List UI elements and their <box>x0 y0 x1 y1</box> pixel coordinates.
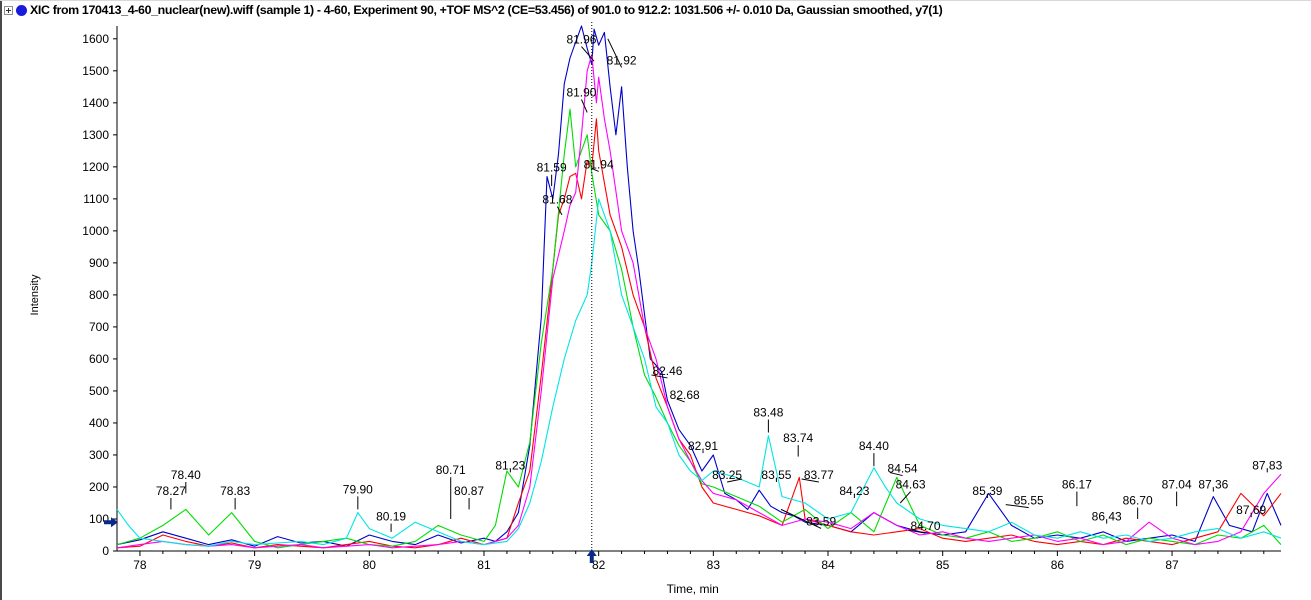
x-tick-label: 83 <box>707 558 721 572</box>
y-tick-label: 1600 <box>82 32 109 46</box>
peak-label: 82.46 <box>652 364 682 378</box>
y-tick-label: 600 <box>89 352 109 366</box>
peak-label: 84.23 <box>839 484 869 498</box>
peak-label: 86.43 <box>1092 510 1122 524</box>
y-tick-label: 1000 <box>82 224 109 238</box>
peak-label: 87.69 <box>1236 503 1266 517</box>
peak-label: 84.54 <box>888 462 918 476</box>
peak-label: 84.70 <box>910 519 940 533</box>
series-line-2 <box>117 119 1281 548</box>
peak-label: 87.36 <box>1198 478 1228 492</box>
x-tick-label: 82 <box>592 558 606 572</box>
y-axis-label: Intensity <box>29 274 41 315</box>
peak-label: 83.74 <box>783 431 813 445</box>
x-tick-label: 84 <box>821 558 835 572</box>
x-tick-label: 79 <box>248 558 262 572</box>
peak-label: 87.83 <box>1252 458 1282 472</box>
peak-label: 84.40 <box>859 439 889 453</box>
peak-label: 85.39 <box>972 484 1002 498</box>
peak-label: 82.91 <box>688 439 718 453</box>
peak-label: 80.71 <box>436 463 466 477</box>
y-tick-label: 1400 <box>82 96 109 110</box>
peak-label: 80.19 <box>376 510 406 524</box>
x-tick-label: 81 <box>477 558 491 572</box>
peak-label: 83.59 <box>806 514 836 528</box>
peak-label: 78.83 <box>220 484 250 498</box>
x-tick-label: 78 <box>133 558 147 572</box>
peak-label: 83.55 <box>761 468 791 482</box>
x-tick-label: 85 <box>936 558 950 572</box>
peak-label: 80.87 <box>454 484 484 498</box>
series-line-5 <box>117 199 1281 546</box>
peak-label: 79.90 <box>343 482 373 496</box>
y-tick-label: 300 <box>89 448 109 462</box>
y-tick-label: 400 <box>89 416 109 430</box>
peak-label: 84.63 <box>896 478 926 492</box>
x-tick-label: 87 <box>1165 558 1179 572</box>
peak-label: 81.23 <box>495 458 525 472</box>
peak-label: 83.25 <box>712 468 742 482</box>
y-tick-label: 500 <box>89 384 109 398</box>
series-lines <box>117 26 1281 548</box>
y-tick-label: 800 <box>89 288 109 302</box>
peak-label: 86.70 <box>1123 494 1153 508</box>
y-tick-label: 200 <box>89 480 109 494</box>
peak-label: 81.68 <box>542 193 572 207</box>
peak-label: 78.40 <box>171 468 201 482</box>
y-tick-label: 1300 <box>82 128 109 142</box>
y-tick-label: 1200 <box>82 160 109 174</box>
x-tick-label: 86 <box>1051 558 1065 572</box>
peak-label: 82.68 <box>670 388 700 402</box>
peak-label: 86.17 <box>1062 478 1092 492</box>
peak-label: 83.77 <box>804 468 834 482</box>
peak-label: 85.55 <box>1014 494 1044 508</box>
x-axis-label: Time, min <box>667 582 719 596</box>
y-tick-label: 700 <box>89 320 109 334</box>
peak-label: 81.92 <box>607 53 637 67</box>
y-tick-label: 1500 <box>82 64 109 78</box>
series-line-4 <box>117 55 1281 548</box>
peak-label: 78.27 <box>156 484 186 498</box>
annotation-leader <box>900 492 910 503</box>
peak-label: 83.48 <box>753 406 783 420</box>
peak-label: 81.59 <box>537 161 567 175</box>
series-line-3 <box>117 109 1281 548</box>
peak-label: 87.04 <box>1162 478 1192 492</box>
peak-label: 81.94 <box>584 157 614 171</box>
series-line-1 <box>117 26 1281 546</box>
y-tick-label: 900 <box>89 256 109 270</box>
x-tick-label: 80 <box>363 558 377 572</box>
y-tick-label: 1100 <box>83 192 109 206</box>
y-tick-label: 0 <box>102 544 109 558</box>
